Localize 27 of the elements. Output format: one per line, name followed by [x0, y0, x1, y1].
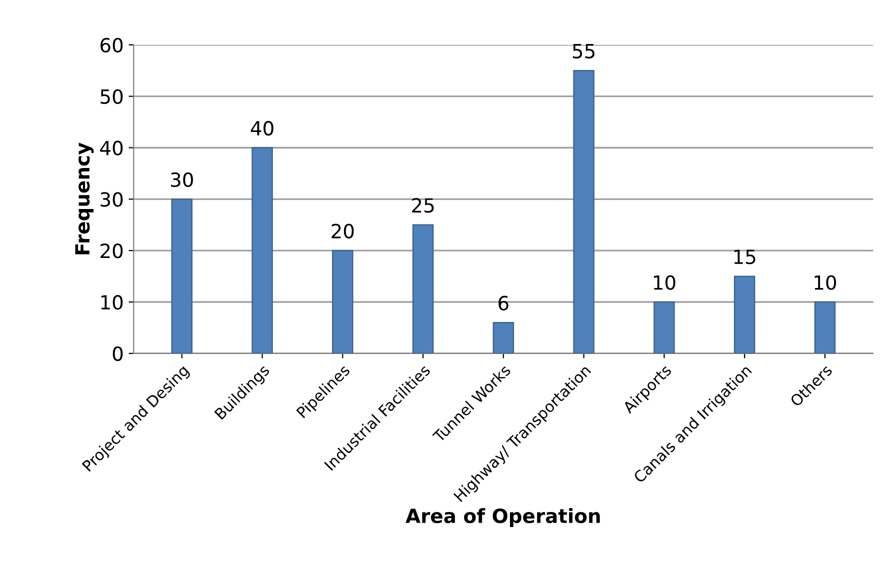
bar — [332, 250, 354, 354]
data-label: 20 — [332, 224, 354, 238]
bar — [412, 224, 434, 354]
bar — [734, 276, 756, 354]
bar — [492, 322, 514, 354]
y-tick-label: 10 — [101, 294, 123, 310]
y-tick-label: 30 — [100, 192, 123, 207]
bar — [654, 301, 675, 354]
data-label: 40 — [250, 120, 274, 136]
y-tick-label: 0 — [112, 346, 123, 362]
data-label: 25 — [412, 198, 434, 213]
bar — [573, 70, 594, 354]
data-label: 10 — [654, 275, 676, 290]
y-tick-label: 20 — [100, 244, 123, 258]
bar — [171, 198, 192, 354]
y-axis-title: Frequency — [75, 142, 94, 254]
data-label: 30 — [170, 172, 193, 188]
y-tick-label: 40 — [100, 140, 123, 156]
x-axis-title: Area of Operation — [406, 508, 600, 527]
bar — [252, 147, 273, 354]
data-label: 10 — [814, 275, 836, 290]
y-tick-label: 60 — [100, 38, 123, 53]
y-tick-label: 50 — [100, 89, 123, 104]
data-label: 55 — [572, 44, 594, 58]
bar — [814, 301, 836, 354]
data-label: 6 — [498, 296, 508, 310]
data-label: 15 — [734, 250, 756, 264]
